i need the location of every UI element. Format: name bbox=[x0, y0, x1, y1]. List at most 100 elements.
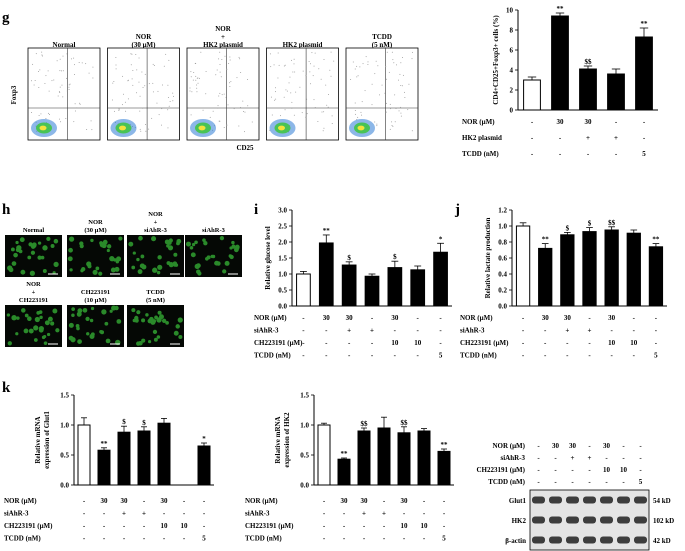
scatter-dot bbox=[389, 128, 391, 130]
western-cell: - bbox=[605, 478, 608, 486]
treatment-cell: - bbox=[417, 327, 420, 335]
cell-dot bbox=[128, 241, 134, 247]
y-tick-label: 0.5 bbox=[278, 287, 287, 295]
y-tick-label: 1.5 bbox=[300, 392, 309, 400]
micro-image: siAhR-3 bbox=[185, 227, 242, 277]
cell-dot bbox=[233, 247, 239, 253]
treatment-cell: - bbox=[443, 497, 446, 505]
western-cell: - bbox=[639, 454, 642, 462]
treatment-cell: - bbox=[83, 522, 86, 530]
treatment-cell: - bbox=[522, 352, 525, 360]
scatter-dot bbox=[221, 94, 223, 96]
treatment-cell: - bbox=[348, 352, 351, 360]
blot-band bbox=[566, 516, 579, 524]
scatter-dot bbox=[371, 104, 373, 106]
cell-dot bbox=[165, 320, 169, 325]
significance-label: $ bbox=[566, 224, 570, 232]
scatter-dot bbox=[168, 105, 170, 107]
cell-dot bbox=[67, 256, 73, 262]
scatter-dot bbox=[135, 54, 137, 56]
scatter-dot bbox=[163, 65, 165, 67]
panel-letter-g: g bbox=[2, 10, 10, 26]
scatter-dot bbox=[389, 103, 391, 105]
western-cell: - bbox=[588, 442, 591, 450]
band-size-label: 54 kD bbox=[653, 497, 671, 505]
scatter-dot bbox=[401, 85, 403, 87]
flow-panel-title: HK2 plasmid bbox=[203, 41, 243, 49]
cell-dot bbox=[157, 310, 162, 315]
cell-dot bbox=[106, 248, 110, 253]
scatter-dot bbox=[400, 112, 402, 114]
cell-dot bbox=[37, 241, 42, 245]
treatment-cell: - bbox=[371, 352, 374, 360]
y-tick-label: 0.5 bbox=[300, 452, 309, 460]
treatment-cell: - bbox=[423, 535, 426, 543]
scatter-dot bbox=[251, 121, 253, 123]
scatter-dot bbox=[280, 115, 282, 117]
scatter-dot bbox=[196, 91, 198, 93]
scatter-dot bbox=[152, 82, 154, 84]
scatter-dot bbox=[407, 109, 409, 111]
cell-dot bbox=[52, 308, 58, 314]
cell-dot bbox=[89, 318, 94, 323]
scatter-dot bbox=[400, 106, 402, 108]
scatter-dot bbox=[167, 109, 169, 111]
treatment-cell: + bbox=[347, 327, 351, 335]
treatment-cell: - bbox=[183, 510, 186, 518]
cell-dot bbox=[105, 338, 111, 344]
density-peak bbox=[278, 125, 285, 131]
scatter-dot bbox=[293, 58, 295, 60]
scatter-dot bbox=[92, 77, 94, 79]
flow-panel: TCDD(5 nM)6.70% bbox=[345, 33, 419, 141]
scatter-dot bbox=[59, 86, 61, 88]
western-cell: - bbox=[639, 466, 642, 474]
cell-dot bbox=[101, 242, 107, 249]
scatter-dot bbox=[323, 127, 325, 129]
treatment-cell: 10 bbox=[630, 339, 638, 347]
scatter-dot bbox=[145, 130, 147, 132]
cell-dot bbox=[114, 305, 119, 311]
scatter-dot bbox=[39, 69, 41, 71]
treatment-cell: - bbox=[588, 339, 591, 347]
cell-dot bbox=[156, 270, 161, 275]
scatter-dot bbox=[48, 114, 50, 116]
treatment-cell: - bbox=[123, 535, 126, 543]
cell-dot bbox=[40, 255, 45, 260]
significance-label: * bbox=[439, 235, 443, 243]
scatter-dot bbox=[329, 69, 331, 71]
cell-dot bbox=[86, 261, 92, 267]
treatment-cell: - bbox=[323, 535, 326, 543]
scatter-dot bbox=[357, 116, 359, 118]
flow-x-axis-label: CD25 bbox=[236, 144, 254, 152]
cell-dot bbox=[152, 329, 158, 335]
treatment-row-label: CH223191 (μM) bbox=[254, 339, 303, 347]
scatter-dot bbox=[139, 95, 141, 97]
treatment-row-label: CH223191 (μM) bbox=[245, 522, 294, 530]
bar bbox=[579, 68, 597, 111]
scatter-dot bbox=[305, 75, 307, 77]
treatment-cell: - bbox=[302, 327, 305, 335]
treatment-cell: - bbox=[423, 510, 426, 518]
y-tick-label: 1.0 bbox=[60, 422, 69, 430]
treatment-cell: 5 bbox=[202, 535, 206, 543]
cell-dot bbox=[191, 242, 196, 247]
cell-dot bbox=[118, 236, 123, 241]
scatter-dot bbox=[395, 107, 397, 109]
cell-dot bbox=[136, 310, 141, 315]
micro-image-label: (10 μM) bbox=[84, 297, 106, 304]
scatter-dot bbox=[65, 117, 67, 119]
cell-dot bbox=[82, 307, 88, 313]
scatter-dot bbox=[274, 99, 276, 101]
density-peak bbox=[39, 125, 47, 131]
cell-dot bbox=[205, 256, 209, 261]
blot-band bbox=[566, 496, 579, 504]
treatment-cell: - bbox=[325, 339, 328, 347]
cell-dot bbox=[116, 256, 122, 262]
treatment-cell: - bbox=[439, 339, 442, 347]
western-cell: + bbox=[588, 454, 592, 462]
scatter-dot bbox=[115, 68, 117, 70]
cell-dot bbox=[86, 332, 90, 336]
scatter-dot bbox=[314, 52, 316, 54]
scatter-dot bbox=[362, 63, 364, 65]
scatter-dot bbox=[59, 92, 61, 94]
